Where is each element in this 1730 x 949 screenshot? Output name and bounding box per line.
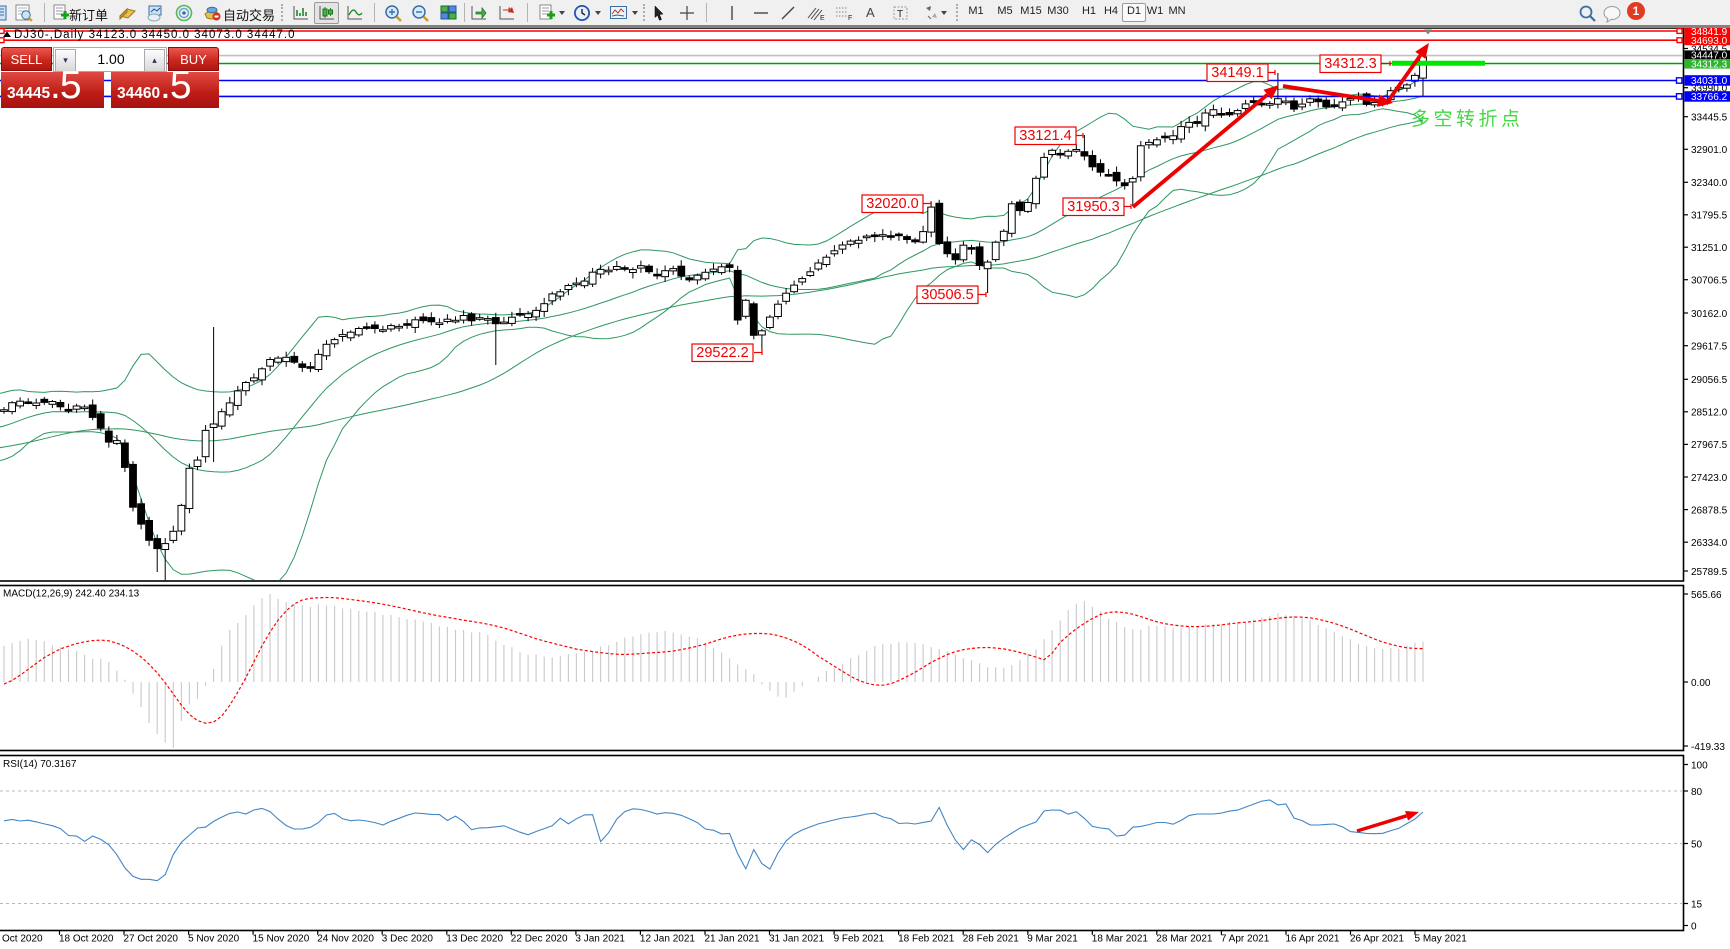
svg-text:18 Mar 2021: 18 Mar 2021: [1092, 934, 1149, 945]
svg-text:28512.0: 28512.0: [1691, 408, 1728, 419]
svg-text:27423.0: 27423.0: [1691, 473, 1728, 484]
svg-text:565.66: 565.66: [1691, 590, 1722, 601]
svg-text:0.00: 0.00: [1691, 678, 1711, 689]
svg-text:30506.5: 30506.5: [921, 287, 973, 303]
svg-text:80: 80: [1691, 787, 1703, 798]
svg-text:34841.9: 34841.9: [1691, 27, 1728, 38]
svg-text:31 Jan 2021: 31 Jan 2021: [769, 934, 824, 945]
svg-text:12 Jan 2021: 12 Jan 2021: [640, 934, 695, 945]
svg-text:26 Apr 2021: 26 Apr 2021: [1350, 934, 1404, 945]
svg-text:15: 15: [1691, 899, 1703, 910]
svg-text:27 Oct 2020: 27 Oct 2020: [124, 934, 179, 945]
svg-text:33990.0: 33990.0: [1691, 84, 1728, 95]
svg-text:3 Jan 2021: 3 Jan 2021: [575, 934, 625, 945]
svg-text:34312.3: 34312.3: [1691, 59, 1728, 70]
svg-text:29617.5: 29617.5: [1691, 342, 1728, 353]
svg-text:28 Mar 2021: 28 Mar 2021: [1156, 934, 1213, 945]
svg-text:29522.2: 29522.2: [696, 345, 748, 361]
svg-text:DJ30-,Daily 34123.0 34450.0 3: DJ30-,Daily 34123.0 34450.0 34073.0 3444…: [14, 29, 296, 41]
svg-text:28 Feb 2021: 28 Feb 2021: [963, 934, 1020, 945]
svg-text:F: F: [848, 15, 852, 22]
svg-text:31795.5: 31795.5: [1691, 211, 1728, 222]
svg-text:29056.5: 29056.5: [1691, 375, 1728, 386]
svg-text:100: 100: [1691, 760, 1708, 771]
svg-text:18 Feb 2021: 18 Feb 2021: [898, 934, 955, 945]
svg-text:34447.0: 34447.0: [1691, 50, 1728, 61]
svg-text:0: 0: [1691, 921, 1697, 932]
svg-text:5 Nov 2020: 5 Nov 2020: [188, 934, 240, 945]
svg-text:33766.2: 33766.2: [1691, 92, 1728, 103]
svg-text:33121.4: 33121.4: [1019, 128, 1071, 144]
svg-text:34149.1: 34149.1: [1211, 65, 1263, 81]
svg-text:50: 50: [1691, 839, 1703, 850]
svg-text:15 Nov 2020: 15 Nov 2020: [253, 934, 310, 945]
svg-text:32340.0: 32340.0: [1691, 178, 1728, 189]
svg-text:22 Dec 2020: 22 Dec 2020: [511, 934, 568, 945]
svg-text:9 Mar 2021: 9 Mar 2021: [1027, 934, 1078, 945]
svg-text:32901.0: 32901.0: [1691, 145, 1728, 156]
svg-text:34312.3: 34312.3: [1324, 56, 1376, 72]
svg-text:21 Jan 2021: 21 Jan 2021: [705, 934, 760, 945]
svg-text:E: E: [820, 15, 825, 22]
svg-text:32020.0: 32020.0: [866, 196, 918, 212]
svg-text:T: T: [897, 9, 903, 20]
svg-text:7 Apr 2021: 7 Apr 2021: [1221, 934, 1270, 945]
svg-text:31950.3: 31950.3: [1067, 199, 1119, 215]
svg-text:34693.0: 34693.0: [1691, 36, 1728, 47]
svg-text:MACD(12,26,9) 242.40 234.13: MACD(12,26,9) 242.40 234.13: [3, 589, 140, 600]
svg-text:9 Feb 2021: 9 Feb 2021: [834, 934, 885, 945]
svg-text:多空转折点: 多空转折点: [1411, 108, 1524, 130]
svg-text:Oct 2020: Oct 2020: [2, 934, 43, 945]
svg-text:26878.5: 26878.5: [1691, 505, 1728, 516]
svg-text:18 Oct 2020: 18 Oct 2020: [59, 934, 114, 945]
svg-text:30706.5: 30706.5: [1691, 276, 1728, 287]
svg-text:33445.5: 33445.5: [1691, 113, 1728, 124]
svg-text:34534.5: 34534.5: [1691, 44, 1728, 55]
svg-text:16 Apr 2021: 16 Apr 2021: [1286, 934, 1340, 945]
svg-text:-419.33: -419.33: [1691, 742, 1725, 753]
svg-text:5 May 2021: 5 May 2021: [1415, 934, 1468, 945]
svg-text:25789.5: 25789.5: [1691, 567, 1728, 578]
svg-text:3 Dec 2020: 3 Dec 2020: [382, 934, 434, 945]
svg-text:34031.0: 34031.0: [1691, 76, 1728, 87]
svg-text:30162.0: 30162.0: [1691, 309, 1728, 320]
svg-text:31251.0: 31251.0: [1691, 243, 1728, 254]
svg-text:RSI(14) 70.3167: RSI(14) 70.3167: [3, 759, 77, 770]
svg-text:13 Dec 2020: 13 Dec 2020: [446, 934, 503, 945]
svg-text:27967.5: 27967.5: [1691, 440, 1728, 451]
svg-text:24 Nov 2020: 24 Nov 2020: [317, 934, 374, 945]
svg-text:26334.0: 26334.0: [1691, 538, 1728, 549]
